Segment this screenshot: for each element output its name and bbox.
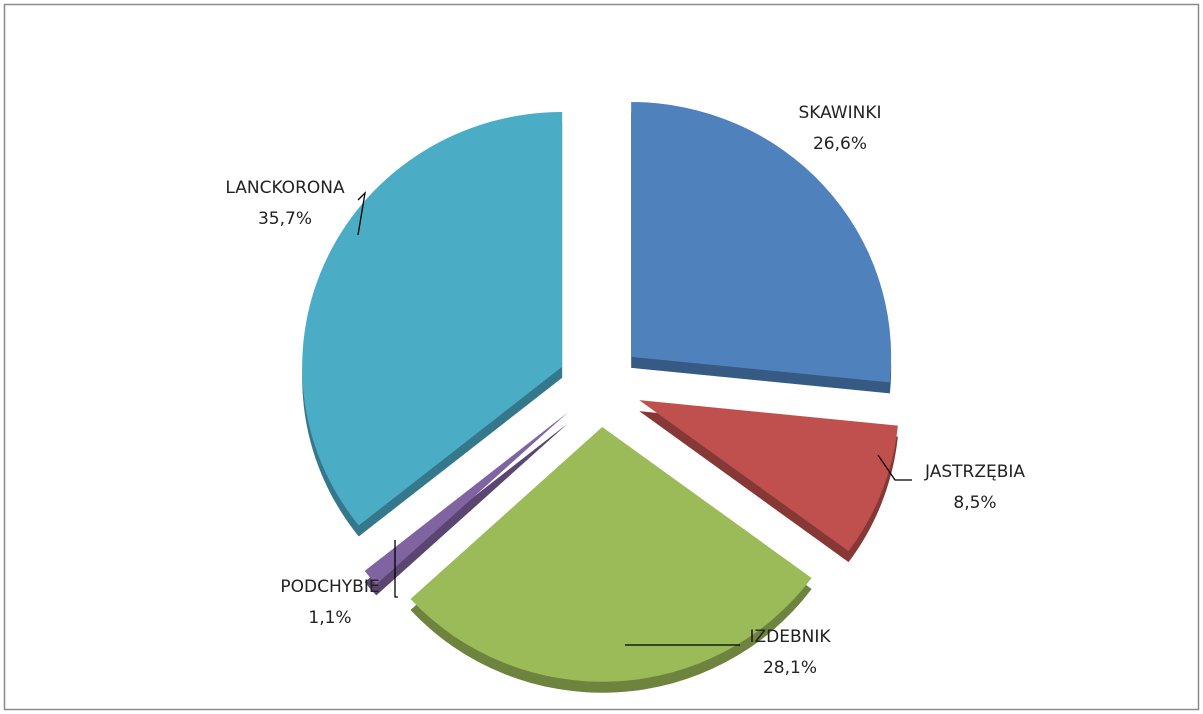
slice xyxy=(410,426,812,682)
slice-label: JASTRZĘBIA xyxy=(924,462,1025,482)
slice-value-label: 28,1% xyxy=(763,658,817,678)
slice-label: PODCHYBIE xyxy=(280,577,379,597)
slice xyxy=(364,412,569,585)
slice xyxy=(639,400,898,552)
leader-line xyxy=(357,191,366,236)
slices xyxy=(302,102,898,693)
slice-value-label: 35,7% xyxy=(258,209,312,229)
leader-line xyxy=(394,540,398,598)
slice-value-label: 8,5% xyxy=(953,493,996,513)
slice xyxy=(631,102,892,383)
slice-value-label: 1,1% xyxy=(308,608,351,628)
slice-value-label: 26,6% xyxy=(813,134,867,154)
slice-label: IZDEBNIK xyxy=(749,627,831,647)
slice-label: LANCKORONA xyxy=(225,178,345,198)
labels: SKAWINKI 26,6% JASTRZĘBIA 8,5% IZDEBNIK 28,1%… xyxy=(225,103,1025,678)
leader-line xyxy=(877,454,912,481)
slice-side xyxy=(364,423,569,596)
slice xyxy=(302,111,563,526)
slice-label: SKAWINKI xyxy=(798,103,881,123)
